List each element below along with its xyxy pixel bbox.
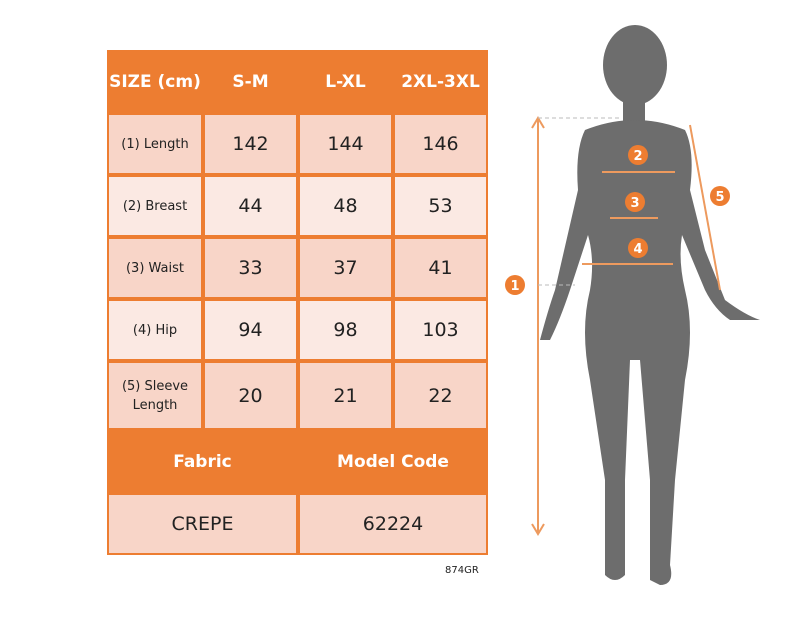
svg-text:1: 1 [510,279,519,294]
header-cell: S-M [232,71,269,92]
size-value: 94 [205,301,296,359]
size-value: 21 [300,363,391,428]
svg-text:4: 4 [633,242,642,257]
svg-text:2: 2 [633,149,642,164]
size-chart-table: SIZE (cm) S-M L-XL 2XL-3XL (1) Length 142 144 1… [107,50,488,555]
row-label: (2) Breast [109,177,201,235]
fabric-value: CREPE [109,495,296,553]
header-cell: L-XL [325,71,366,92]
model-code-header: Model Code [337,451,449,472]
marker-2: 2 [628,145,648,165]
size-value: 48 [300,177,391,235]
measurement-lines [531,116,721,536]
fabric-header: Fabric [173,451,232,472]
size-value: 41 [395,239,486,297]
model-code-value: 62224 [300,495,486,553]
marker-5: 5 [710,186,730,206]
row-label: (5) Sleeve Length [109,363,201,428]
size-value: 142 [205,115,296,173]
size-value: 33 [205,239,296,297]
size-value: 98 [300,301,391,359]
marker-3: 3 [625,192,645,212]
size-value: 53 [395,177,486,235]
size-value: 20 [205,363,296,428]
size-value: 37 [300,239,391,297]
female-silhouette [540,25,760,585]
size-value: 144 [300,115,391,173]
row-label: (3) Waist [109,239,201,297]
header-cell: SIZE (cm) [109,71,201,92]
size-value: 103 [395,301,486,359]
row-label: (1) Length [109,115,201,173]
image-code: 874GR [445,565,479,576]
header-cell: 2XL-3XL [401,71,480,92]
marker-4: 4 [628,238,648,258]
svg-text:3: 3 [630,196,639,211]
row-label: (4) Hip [109,301,201,359]
body-measurement-figure: 1 2 3 4 5 [505,25,760,585]
size-value: 146 [395,115,486,173]
marker-1: 1 [505,275,525,295]
size-value: 22 [395,363,486,428]
size-value: 44 [205,177,296,235]
svg-text:5: 5 [715,190,724,205]
